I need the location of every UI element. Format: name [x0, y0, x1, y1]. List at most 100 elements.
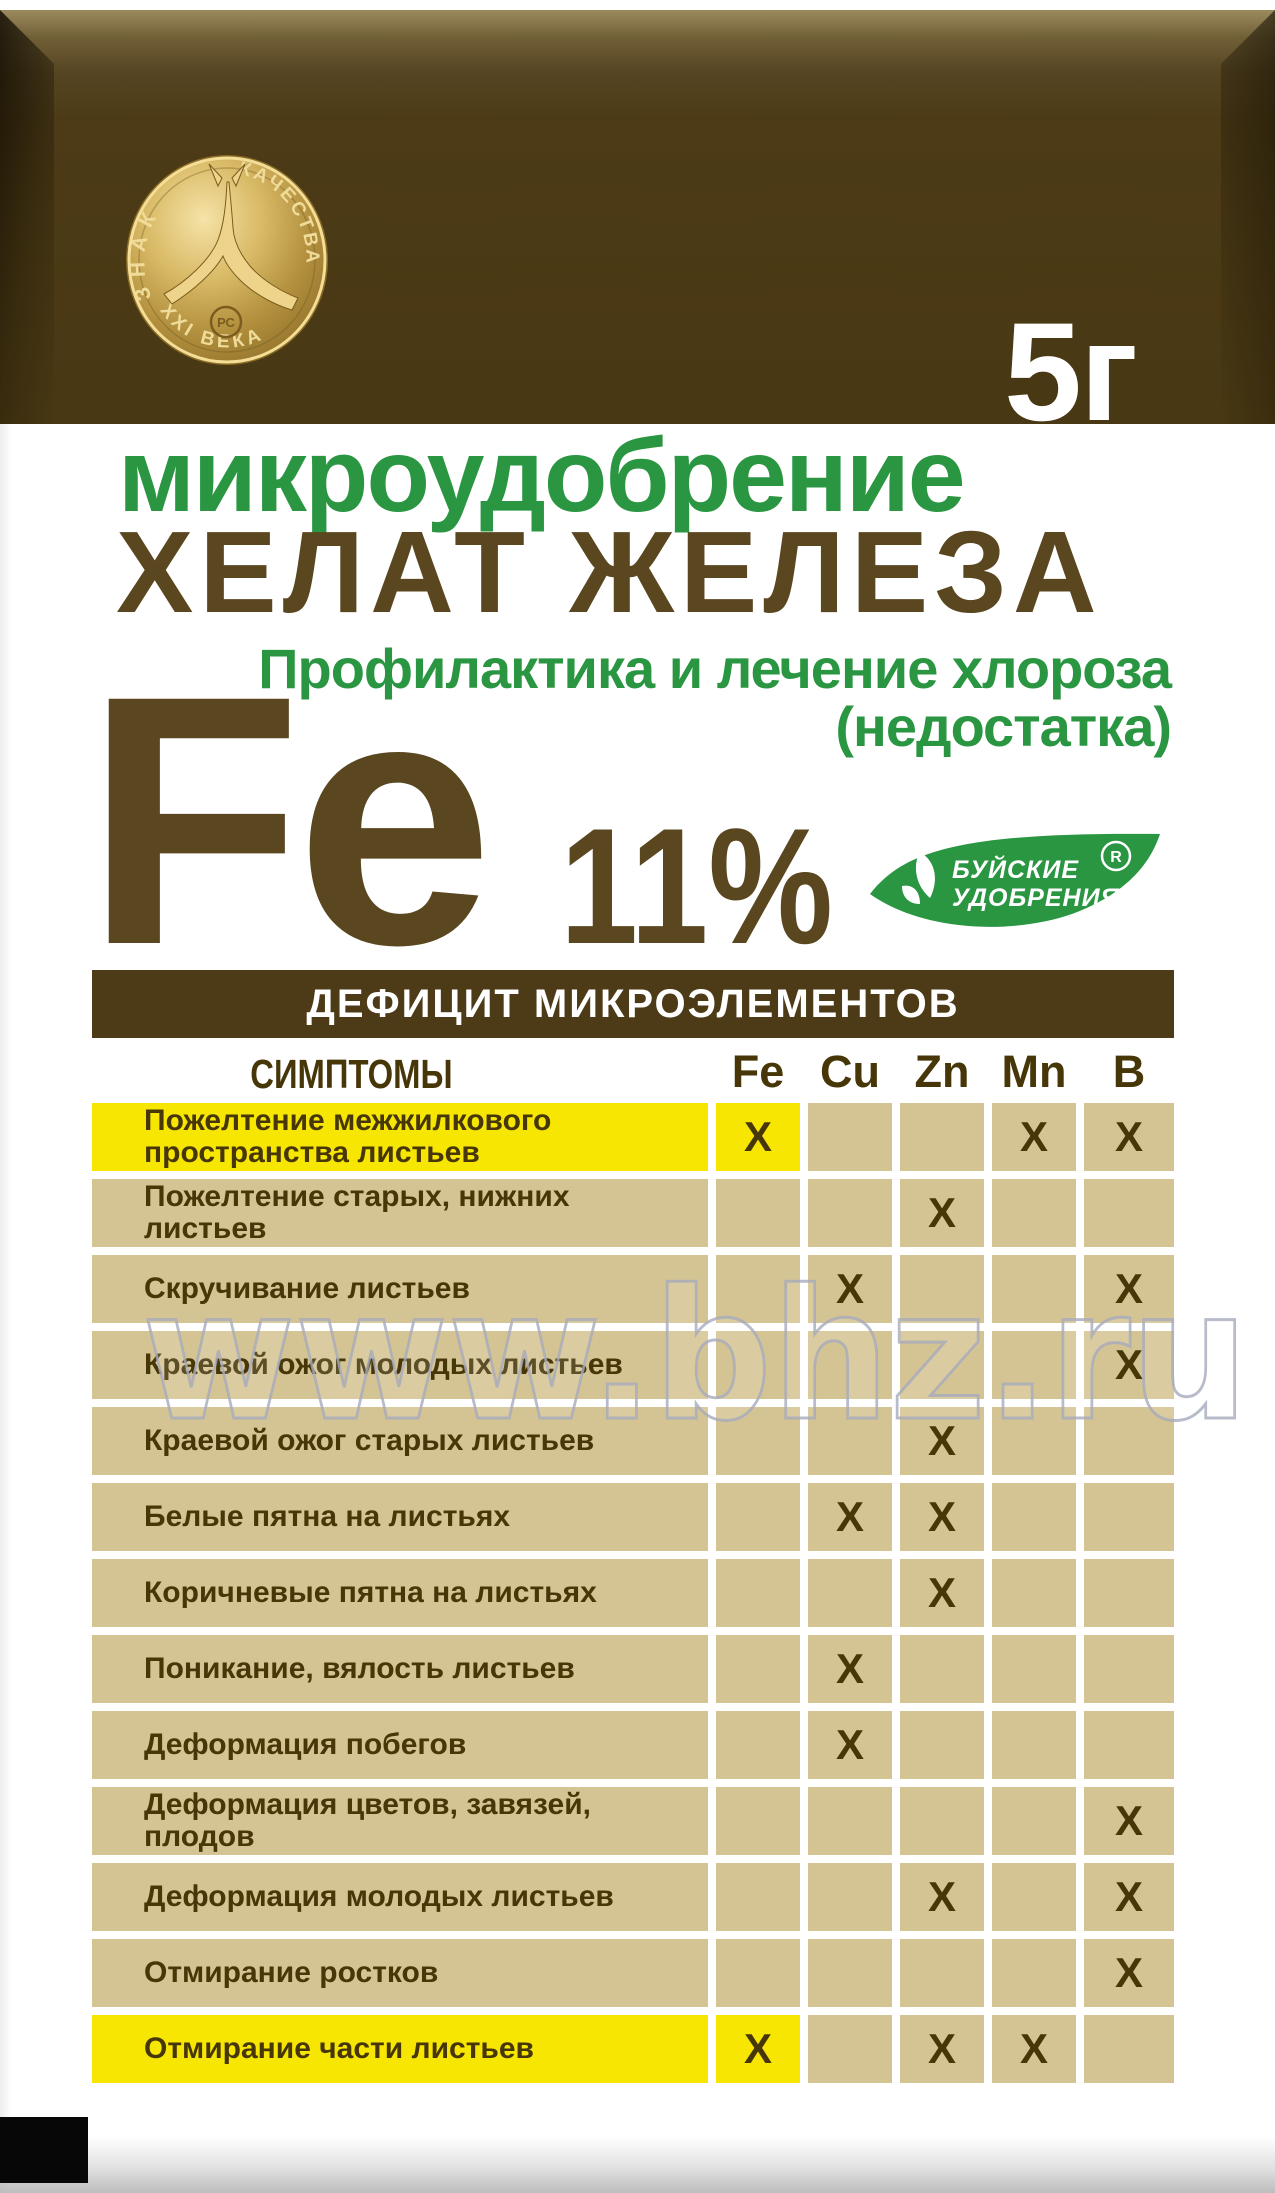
mark-cell-zn: X [900, 1863, 984, 1931]
symptom-cell: Краевой ожог молодых листьев [92, 1331, 708, 1399]
leaf-logo-shape [870, 833, 1160, 927]
symptom-cell: Отмирание ростков [92, 1939, 708, 2007]
mark-cell-fe [716, 1255, 800, 1323]
symptom-cell: Краевой ожог старых листьев [92, 1407, 708, 1475]
registered-trademark-icon [1100, 840, 1132, 872]
mark-cell-b [1084, 1179, 1174, 1247]
mark-cell-cu [808, 1179, 892, 1247]
element-header-fe: Fe [731, 1046, 785, 1097]
symptoms-column-header: СИМПТОМЫ [249, 1051, 453, 1097]
symptom-cell: Поникание, вялость листьев [92, 1635, 708, 1703]
mark-cell-zn [900, 1711, 984, 1779]
symptom-cell: Белые пятна на листьях [92, 1483, 708, 1551]
mark-cell-fe [716, 1939, 800, 2007]
table-row: Пожелтение межжилкового пространства лис… [92, 1103, 1174, 1171]
element-header-zn: Zn [914, 1046, 970, 1097]
element-header-mn: Mn [1001, 1046, 1067, 1097]
mark-cell-cu [808, 1939, 892, 2007]
mark-cell-zn: X [900, 2015, 984, 2083]
symptom-cell: Деформация побегов [92, 1711, 708, 1779]
element-percent: 11% [560, 794, 833, 978]
mark-cell-cu: X [808, 1711, 892, 1779]
mark-cell-b [1084, 2015, 1174, 2083]
symptom-cell: Отмирание части листьев [92, 2015, 708, 2083]
mark-cell-mn [992, 1407, 1076, 1475]
mark-cell-zn [900, 1255, 984, 1323]
medal-inner-ring [138, 167, 316, 353]
mark-cell-cu: X [808, 1483, 892, 1551]
mark-cell-cu [808, 1559, 892, 1627]
mark-cell-b [1084, 1711, 1174, 1779]
bottom-left-black-corner [0, 2117, 88, 2183]
mark-cell-cu [808, 1787, 892, 1855]
mark-cell-mn: X [992, 2015, 1076, 2083]
mark-cell-zn: X [900, 1407, 984, 1475]
mark-cell-b [1084, 1407, 1174, 1475]
mark-cell-mn [992, 1939, 1076, 2007]
mark-cell-mn [992, 1331, 1076, 1399]
mark-cell-fe [716, 1407, 800, 1475]
element-symbol: Fe [85, 623, 493, 1019]
mark-cell-cu: X [808, 1635, 892, 1703]
table-row: Коричневые пятна на листьях X [92, 1559, 1174, 1627]
brand-name-line-2: УДОБРЕНИЯ [952, 884, 1120, 912]
mark-cell-cu [808, 1103, 892, 1171]
mark-cell-b: X [1084, 1863, 1174, 1931]
subtitle-line-2: (недостатка) [835, 695, 1172, 758]
symptom-cell: Пожелтение старых, нижних листьев [92, 1179, 708, 1247]
mark-cell-b [1084, 1635, 1174, 1703]
mark-cell-fe [716, 1635, 800, 1703]
mark-cell-fe [716, 1179, 800, 1247]
mark-cell-fe [716, 1559, 800, 1627]
mark-cell-b: X [1084, 1255, 1174, 1323]
mark-cell-b: X [1084, 1103, 1174, 1171]
mark-cell-fe [716, 1483, 800, 1551]
mark-cell-cu [808, 1407, 892, 1475]
element-header-cu: Cu [820, 1046, 880, 1097]
bottom-shadow [0, 2136, 1275, 2193]
subtitle-line-1: Профилактика и лечение хлороза [258, 637, 1172, 700]
table-row: Краевой ожог молодых листьев X [92, 1331, 1174, 1399]
mark-cell-zn: X [900, 1179, 984, 1247]
subtitle: Профилактика и лечение хлороза (недостат… [258, 637, 1172, 758]
table-row: Деформация молодых листьев X X [92, 1863, 1174, 1931]
table-row: Деформация побегов X [92, 1711, 1174, 1779]
quality-mark-tower-icon [163, 163, 299, 311]
mark-cell-b: X [1084, 1787, 1174, 1855]
table-row: Поникание, вялость листьев X [92, 1635, 1174, 1703]
product-title: ХЕЛАТ ЖЕЛЕЗА [116, 507, 1103, 637]
mark-cell-cu [808, 1863, 892, 1931]
mark-cell-mn [992, 1559, 1076, 1627]
package-fold-right [1221, 10, 1275, 424]
category-title: микроудобрение [118, 418, 966, 534]
mark-cell-fe [716, 1787, 800, 1855]
mark-cell-zn: X [900, 1483, 984, 1551]
symptom-cell: Коричневые пятна на листьях [92, 1559, 708, 1627]
table-row: Белые пятна на листьях X X [92, 1483, 1174, 1551]
rst-mark-text: РС [217, 315, 235, 330]
table-column-headers: СИМПТОМЫ Fe Cu Zn Mn B [92, 1040, 1174, 1097]
symptom-cell: Деформация молодых листьев [92, 1863, 708, 1931]
mark-cell-b [1084, 1483, 1174, 1551]
mark-cell-b: X [1084, 1939, 1174, 2007]
symptom-cell: Пожелтение межжилкового пространства лис… [92, 1103, 708, 1171]
mark-cell-zn [900, 1939, 984, 2007]
mark-cell-cu [808, 1331, 892, 1399]
mark-cell-zn [900, 1635, 984, 1703]
mark-cell-mn [992, 1711, 1076, 1779]
mark-cell-cu [808, 2015, 892, 2083]
weight-label: 5г [1004, 293, 1138, 450]
symptom-cell: Деформация цветов, завязей, плодов [92, 1787, 708, 1855]
mark-cell-zn [900, 1103, 984, 1171]
table-row: Деформация цветов, завязей, плодов X [92, 1787, 1174, 1855]
mark-cell-b [1084, 1559, 1174, 1627]
table-title-bar: ДЕФИЦИТ МИКРОЭЛЕМЕНТОВ [92, 970, 1174, 1038]
mark-cell-mn [992, 1255, 1076, 1323]
mark-cell-fe: X [716, 2015, 800, 2083]
mark-cell-mn [992, 1635, 1076, 1703]
mark-cell-fe: X [716, 1103, 800, 1171]
mark-cell-mn: X [992, 1103, 1076, 1171]
mark-cell-mn [992, 1863, 1076, 1931]
mark-cell-fe [716, 1711, 800, 1779]
